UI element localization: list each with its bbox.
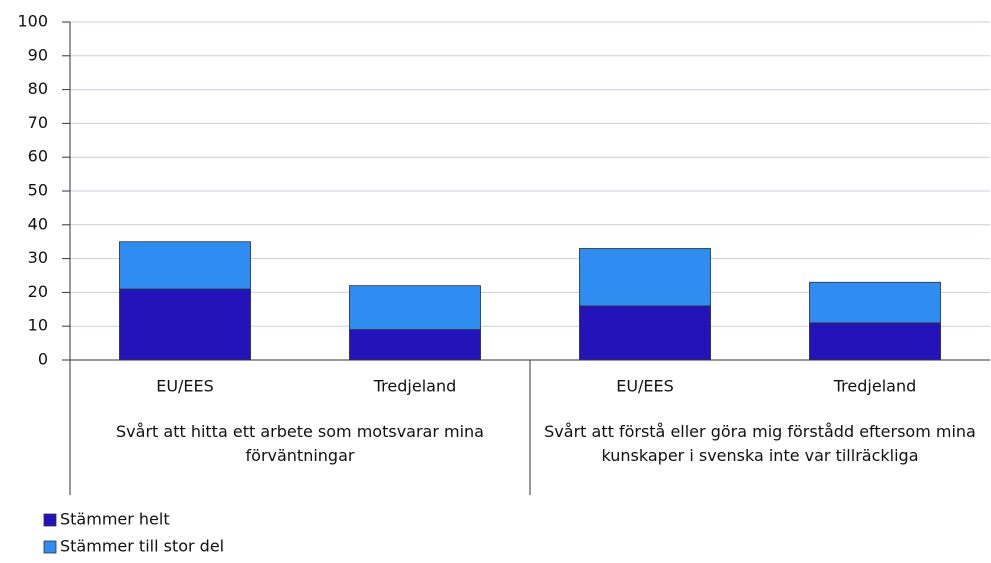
bar-segment	[349, 285, 481, 330]
y-tick-label: 80	[28, 79, 48, 98]
group-label: Svårt att förstå eller göra mig förstådd…	[544, 422, 976, 465]
x-tick-label: EU/EES	[616, 377, 674, 396]
legend-swatch	[43, 513, 57, 527]
bar-segment	[119, 241, 251, 290]
bar-segment	[579, 305, 711, 361]
x-tick-label: Tredjeland	[833, 377, 916, 396]
y-tick-label: 40	[28, 214, 48, 233]
y-tick-label: 30	[28, 248, 48, 267]
y-tick-label: 70	[28, 113, 48, 132]
legend-label: Stämmer till stor del	[60, 537, 224, 556]
bar-segment	[349, 329, 481, 361]
y-tick-label: 0	[38, 350, 48, 369]
bar-segment	[119, 288, 251, 361]
y-tick-label: 10	[28, 316, 48, 335]
y-tick-label: 90	[28, 45, 48, 64]
y-tick-label: 20	[28, 282, 48, 301]
y-tick-label: 100	[17, 12, 48, 31]
bar-segment	[579, 248, 711, 307]
group-label: Svårt att hitta ett arbete som motsvarar…	[116, 422, 484, 465]
legend-label: Stämmer helt	[60, 510, 170, 529]
bar-segment	[809, 322, 941, 361]
x-tick-label: Tredjeland	[373, 377, 456, 396]
legend-swatch	[43, 540, 57, 554]
bar-segment	[809, 281, 941, 324]
x-tick-label: EU/EES	[156, 377, 214, 396]
y-tick-label: 60	[28, 147, 48, 166]
y-tick-label: 50	[28, 181, 48, 200]
